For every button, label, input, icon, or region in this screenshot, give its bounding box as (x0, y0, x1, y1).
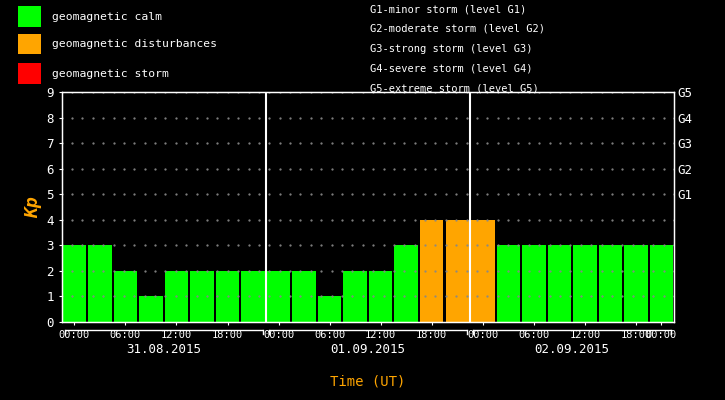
Bar (344, 271, 367, 322)
Bar (394, 245, 418, 322)
Bar (267, 271, 290, 322)
Bar (62, 245, 86, 322)
Text: geomagnetic calm: geomagnetic calm (52, 12, 162, 22)
Y-axis label: Kp: Kp (25, 196, 42, 218)
Bar (522, 245, 546, 322)
Bar (18, 64, 41, 84)
Text: 01.09.2015: 01.09.2015 (331, 343, 405, 356)
Text: Time (UT): Time (UT) (331, 374, 405, 389)
Bar (497, 245, 520, 322)
Bar (190, 271, 214, 322)
Bar (216, 271, 239, 322)
Bar (241, 271, 265, 322)
Bar (318, 296, 341, 322)
Bar (18, 34, 41, 54)
Bar (650, 245, 674, 322)
Text: 02.09.2015: 02.09.2015 (534, 343, 610, 356)
Bar (139, 296, 162, 322)
Bar (88, 245, 112, 322)
Text: G1-minor storm (level G1): G1-minor storm (level G1) (370, 4, 526, 14)
Bar (420, 220, 444, 322)
Bar (165, 271, 189, 322)
Bar (114, 271, 137, 322)
Text: G5-extreme storm (level G5): G5-extreme storm (level G5) (370, 83, 539, 93)
Bar (599, 245, 622, 322)
Bar (292, 271, 316, 322)
Bar (547, 245, 571, 322)
Text: 31.08.2015: 31.08.2015 (126, 343, 202, 356)
Text: geomagnetic disturbances: geomagnetic disturbances (52, 39, 217, 49)
Text: geomagnetic storm: geomagnetic storm (52, 69, 169, 78)
Bar (446, 220, 469, 322)
Bar (369, 271, 392, 322)
Bar (573, 245, 597, 322)
Bar (18, 6, 41, 27)
Text: G2-moderate storm (level G2): G2-moderate storm (level G2) (370, 24, 544, 34)
Text: G3-strong storm (level G3): G3-strong storm (level G3) (370, 44, 532, 54)
Bar (471, 220, 494, 322)
Text: G4-severe storm (level G4): G4-severe storm (level G4) (370, 64, 532, 74)
Bar (624, 245, 647, 322)
